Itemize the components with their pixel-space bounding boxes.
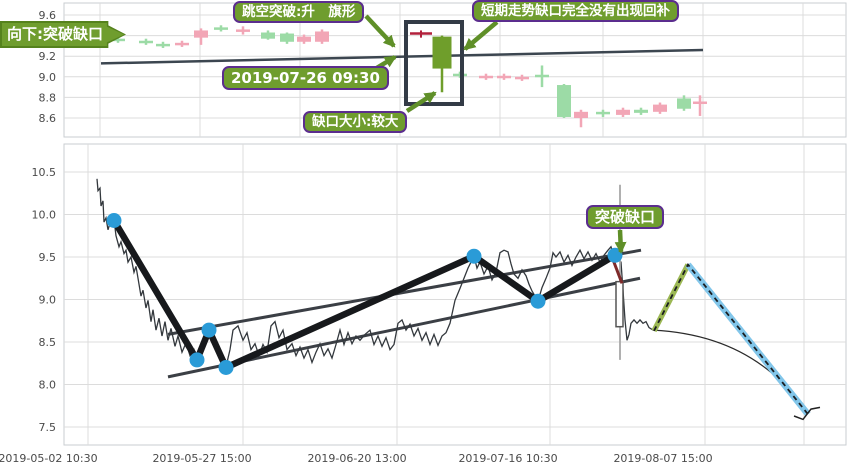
bottom-x-axis-labels: 2019-05-02 10:30 2019-05-27 15:00 2019-06-… — [0, 452, 713, 465]
svg-text:2019-05-02 10:30: 2019-05-02 10:30 — [0, 452, 98, 465]
gap-highlight-rect — [404, 20, 464, 106]
top-panel: 9.69.49.29.08.88.6 — [39, 2, 847, 138]
annotation-direction-banner: 向下:突破缺口 — [0, 21, 126, 48]
pivot-points — [106, 213, 623, 375]
svg-text:9.6: 9.6 — [39, 9, 57, 22]
annotation-direction-text: 向下:突破缺口 — [7, 25, 103, 43]
annotation-breakout-gap: 突破缺口 — [586, 205, 665, 229]
breakout-arrow — [614, 229, 627, 254]
svg-text:9.0: 9.0 — [39, 294, 57, 307]
svg-text:2019-07-16 10:30: 2019-07-16 10:30 — [458, 452, 557, 465]
svg-text:9.0: 9.0 — [39, 71, 57, 84]
bottom-y-axis-labels: 10.5 10.0 9.5 9.0 8.5 8.0 7.5 — [32, 166, 57, 434]
banner-fill — [2, 23, 124, 46]
top-candles — [111, 25, 707, 128]
forecast-lines — [651, 262, 811, 417]
annotation-gap-time: 2019-07-26 09:30 — [222, 66, 389, 90]
svg-text:9.2: 9.2 — [39, 50, 57, 63]
svg-text:8.5: 8.5 — [39, 336, 57, 349]
bottom-panel: 10.5 10.0 9.5 9.0 8.5 8.0 7.5 2019-05-02 10:30… — [0, 143, 847, 465]
price-line — [96, 178, 654, 369]
annotation-gap-type: 跳空突破:升 旗形 — [233, 1, 365, 24]
svg-text:2019-06-20 13:00: 2019-06-20 13:00 — [307, 452, 406, 465]
annotation-gap-no-fill: 短期走势缺口完全没有出现回补 — [472, 0, 679, 23]
svg-text:8.6: 8.6 — [39, 112, 57, 125]
top-annotation-arrows — [364, 14, 499, 113]
top-trend-line — [100, 48, 704, 65]
bottom-grid — [63, 143, 847, 446]
svg-text:8.8: 8.8 — [39, 91, 57, 104]
channel-lines — [167, 248, 642, 379]
svg-text:7.5: 7.5 — [39, 421, 57, 434]
end-marker — [793, 406, 821, 421]
svg-text:2019-05-27 15:00: 2019-05-27 15:00 — [152, 452, 251, 465]
svg-text:9.5: 9.5 — [39, 251, 57, 264]
annotation-gap-size: 缺口大小:较大 — [303, 111, 408, 134]
svg-text:2019-08-07 15:00: 2019-08-07 15:00 — [613, 452, 712, 465]
svg-text:10.0: 10.0 — [32, 209, 57, 222]
svg-text:8.0: 8.0 — [39, 379, 57, 392]
svg-text:10.5: 10.5 — [32, 166, 57, 179]
